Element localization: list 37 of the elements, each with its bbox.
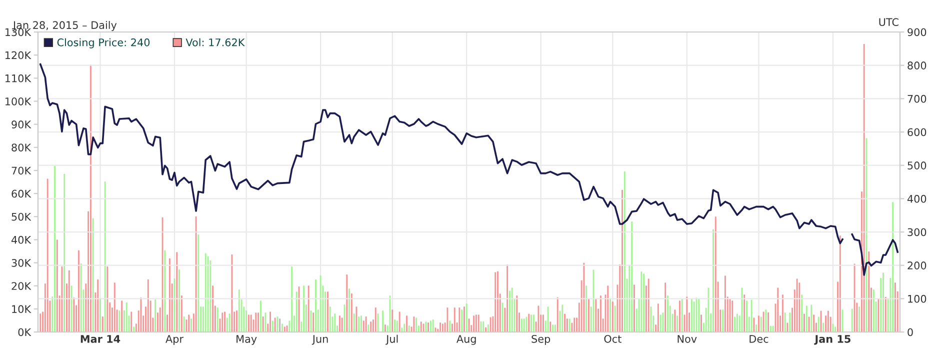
y2-tick-label: 300 [908, 228, 926, 236]
legend-label: Vol: 17.62K [186, 38, 245, 46]
y2-tick-label: 400 [907, 194, 926, 203]
y2-tick-label: 100 [908, 294, 926, 303]
y-tick-label: 60K [12, 190, 32, 198]
y-tick-label: 20K [12, 282, 32, 290]
y2-tick-label: 700 [908, 94, 926, 103]
y-tick-label: 40K [11, 236, 32, 244]
y2-tick-label: 800 [908, 62, 926, 70]
y2-tick-label: 600 [908, 128, 926, 136]
y-tick-label: 0K [18, 328, 32, 336]
y2-tick-label: 500 [908, 162, 926, 170]
y2-tick-label: 0 [908, 328, 913, 336]
x-tick-label: Jul [386, 334, 398, 345]
y-tick-label: 110K [5, 74, 32, 82]
x-tick-label: Nov [678, 335, 697, 343]
x-tick-label: Apr [166, 335, 184, 345]
x-tick-label: Jun [312, 335, 328, 345]
y-tick-label: 30K [12, 258, 32, 267]
y-tick-label: 10K [12, 305, 32, 314]
x-tick-label: May [236, 335, 257, 345]
x-tick-label: Aug [456, 335, 476, 345]
y2-tick-label: 200 [908, 262, 926, 270]
y-tick-label: 90K [12, 120, 32, 128]
y-tick-label: 50K [12, 212, 32, 221]
y2-tick-label: 900 [908, 28, 926, 36]
y-tick-label: 120K [5, 51, 32, 60]
x-tick-label: Mar 14 [80, 335, 120, 343]
y-tick-label: 80K [12, 144, 32, 152]
x-tick-label: Sep [532, 334, 550, 345]
y-tick-label: 70K [12, 166, 32, 175]
legend-label: Closing Price: 240 [57, 38, 150, 48]
x-tick-label: Dec [750, 335, 768, 343]
y-tick-label: 100K [5, 97, 32, 106]
x-tick-label: Oct [604, 334, 622, 343]
x-tick-label: Jan 15 [814, 335, 850, 345]
text: UTC [879, 18, 898, 26]
